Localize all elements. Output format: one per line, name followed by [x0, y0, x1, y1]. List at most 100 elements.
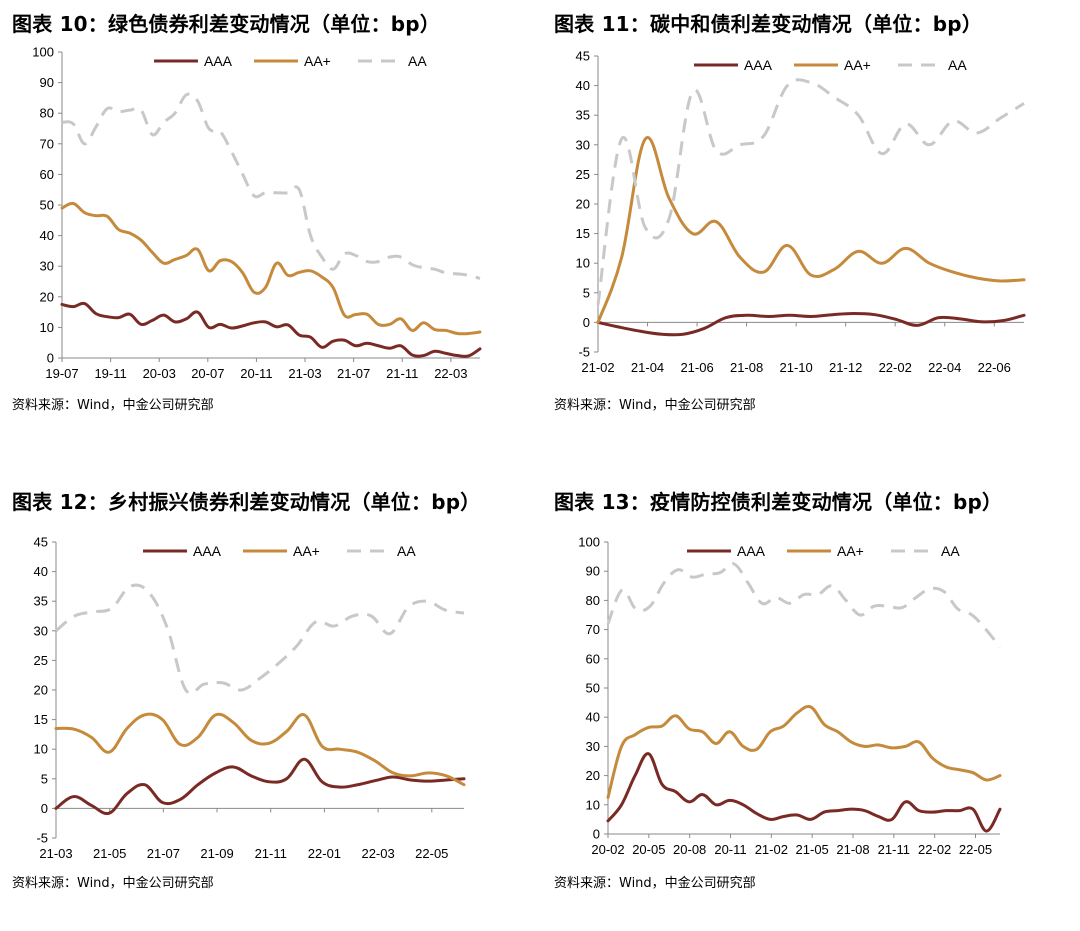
- y-tick-label: 30: [40, 259, 54, 274]
- y-tick-label: 40: [34, 564, 48, 579]
- x-tick-label: 20-11: [240, 366, 272, 381]
- chart-panel-1: 图表 10：绿色债券利差变动情况（单位：bp） 0 10 20 30 40 50 60 70 8…: [10, 6, 540, 446]
- x-tick-label: 20-02: [591, 842, 624, 857]
- y-tick-label: 5: [41, 771, 48, 786]
- x-tick-label: 21-09: [200, 846, 233, 861]
- legend-label: AAA: [744, 57, 773, 73]
- line-chart: 0 10 20 30 40 50 60 70 80 90 100 19-07 19-11 20-03 20-…: [32, 45, 482, 381]
- series-line-aa: [61, 92, 481, 280]
- y-tick-label: 30: [34, 623, 48, 638]
- y-tick-label: 5: [583, 285, 590, 300]
- line-chart: -5 0 5 10 15 20 25 30 35 40 45 21-02 21-04 21-06 21-08…: [576, 49, 1026, 375]
- legend-label: AA: [397, 543, 416, 559]
- x-tick-label: 21-08: [730, 360, 763, 375]
- source-note: 资料来源：Wind，中金公司研究部: [12, 398, 214, 413]
- y-tick-label: -5: [36, 831, 48, 846]
- x-tick-label: 22-02: [879, 360, 912, 375]
- y-tick-label: 10: [34, 742, 48, 757]
- y-tick-label: 40: [40, 228, 54, 243]
- series-line-aaa: [60, 301, 482, 358]
- x-tick-label: 22-02: [918, 842, 951, 857]
- x-tick-label: 21-11: [878, 842, 910, 857]
- legend-label: AA+: [837, 543, 864, 559]
- y-tick-label: 20: [586, 768, 600, 783]
- y-tick-label: 80: [586, 593, 600, 608]
- y-tick-label: 40: [576, 78, 590, 93]
- series-line-aaa: [596, 312, 1026, 337]
- y-tick-label: 10: [576, 256, 590, 271]
- legend-label: AA+: [293, 543, 320, 559]
- y-tick-label: -5: [578, 345, 590, 360]
- x-tick-label: 22-03: [434, 366, 467, 381]
- x-tick-label: 21-10: [780, 360, 813, 375]
- line-chart: -5 0 5 10 15 20 25 30 35 40 45 21-03 21-05 21-07 21-09…: [34, 535, 466, 861]
- y-tick-label: 90: [40, 75, 54, 90]
- y-tick-label: 45: [34, 535, 48, 550]
- y-tick-label: 15: [576, 226, 590, 241]
- x-tick-label: 21-03: [39, 846, 72, 861]
- y-tick-label: 0: [41, 801, 48, 816]
- x-tick-label: 21-05: [93, 846, 126, 861]
- chart-title: 图表 11：碳中和债利差变动情况（单位：bp）: [554, 12, 983, 36]
- chart-panel-2: 图表 11：碳中和债利差变动情况（单位：bp） -5 0 5 10 15 20 25 30 35…: [552, 6, 1080, 446]
- y-tick-label: 20: [40, 289, 54, 304]
- x-tick-label: 20-07: [191, 366, 224, 381]
- y-tick-label: 25: [576, 167, 590, 182]
- line-chart: 0 10 20 30 40 50 60 70 80 90 100 20-02 20-05 20-08 20-…: [578, 535, 1002, 857]
- x-tick-label: 21-03: [288, 366, 321, 381]
- x-tick-label: 22-05: [959, 842, 992, 857]
- y-tick-label: 40: [586, 710, 600, 725]
- legend-label: AAA: [204, 53, 233, 69]
- series-line-aaplus: [54, 712, 466, 787]
- y-tick-label: 50: [40, 198, 54, 213]
- chart-panel-4: 图表 13：疫情防控债利差变动情况（单位：bp） 0 10 20 30 40 50 60 70…: [552, 484, 1080, 924]
- series-line-aaa: [54, 757, 466, 816]
- series-line-aaa: [606, 752, 1002, 833]
- y-tick-label: 25: [34, 653, 48, 668]
- y-tick-label: 15: [34, 712, 48, 727]
- legend-label: AA: [948, 57, 967, 73]
- y-tick-label: 50: [586, 681, 600, 696]
- x-tick-label: 21-06: [680, 360, 713, 375]
- x-tick-label: 20-05: [632, 842, 665, 857]
- x-tick-label: 21-07: [147, 846, 180, 861]
- x-tick-label: 22-01: [308, 846, 341, 861]
- x-tick-label: 21-11: [386, 366, 418, 381]
- x-tick-label: 20-11: [714, 842, 746, 857]
- legend-label: AA+: [844, 57, 871, 73]
- x-tick-label: 21-07: [337, 366, 370, 381]
- chart-title: 图表 12：乡村振兴债券利差变动情况（单位：bp）: [12, 490, 481, 514]
- legend-label: AA+: [304, 53, 331, 69]
- source-note: 资料来源：Wind，中金公司研究部: [554, 398, 756, 413]
- chart-title: 图表 10：绿色债券利差变动情况（单位：bp）: [12, 12, 441, 36]
- y-tick-label: 0: [583, 315, 590, 330]
- legend-label: AA: [408, 53, 427, 69]
- series-line-aa: [596, 78, 1025, 305]
- y-tick-label: 35: [576, 108, 590, 123]
- y-tick-label: 70: [40, 136, 54, 151]
- x-tick-label: 20-08: [673, 842, 706, 857]
- x-tick-label: 21-02: [581, 360, 614, 375]
- legend-label: AA: [941, 543, 960, 559]
- x-tick-label: 21-11: [255, 846, 287, 861]
- x-tick-label: 22-04: [928, 360, 961, 375]
- x-tick-label: 19-07: [45, 366, 78, 381]
- chart-panel-3: 图表 12：乡村振兴债券利差变动情况（单位：bp） -5 0 5 10 15 20 25 30…: [10, 484, 540, 924]
- y-tick-label: 20: [34, 683, 48, 698]
- y-tick-label: 80: [40, 106, 54, 121]
- chart-title: 图表 13：疫情防控债利差变动情况（单位：bp）: [554, 490, 1003, 514]
- x-tick-label: 22-03: [361, 846, 394, 861]
- x-tick-label: 21-02: [755, 842, 788, 857]
- y-tick-label: 60: [40, 167, 54, 182]
- series-line-aa: [55, 583, 465, 695]
- y-tick-label: 30: [586, 739, 600, 754]
- y-tick-label: 70: [586, 622, 600, 637]
- x-tick-label: 21-12: [829, 360, 862, 375]
- series-line-aaplus: [596, 135, 1026, 324]
- source-note: 资料来源：Wind，中金公司研究部: [554, 876, 756, 891]
- y-tick-label: 35: [34, 594, 48, 609]
- x-tick-label: 22-05: [415, 846, 448, 861]
- source-note: 资料来源：Wind，中金公司研究部: [12, 876, 214, 891]
- y-tick-label: 90: [586, 564, 600, 579]
- series-line-aaplus: [606, 704, 1002, 799]
